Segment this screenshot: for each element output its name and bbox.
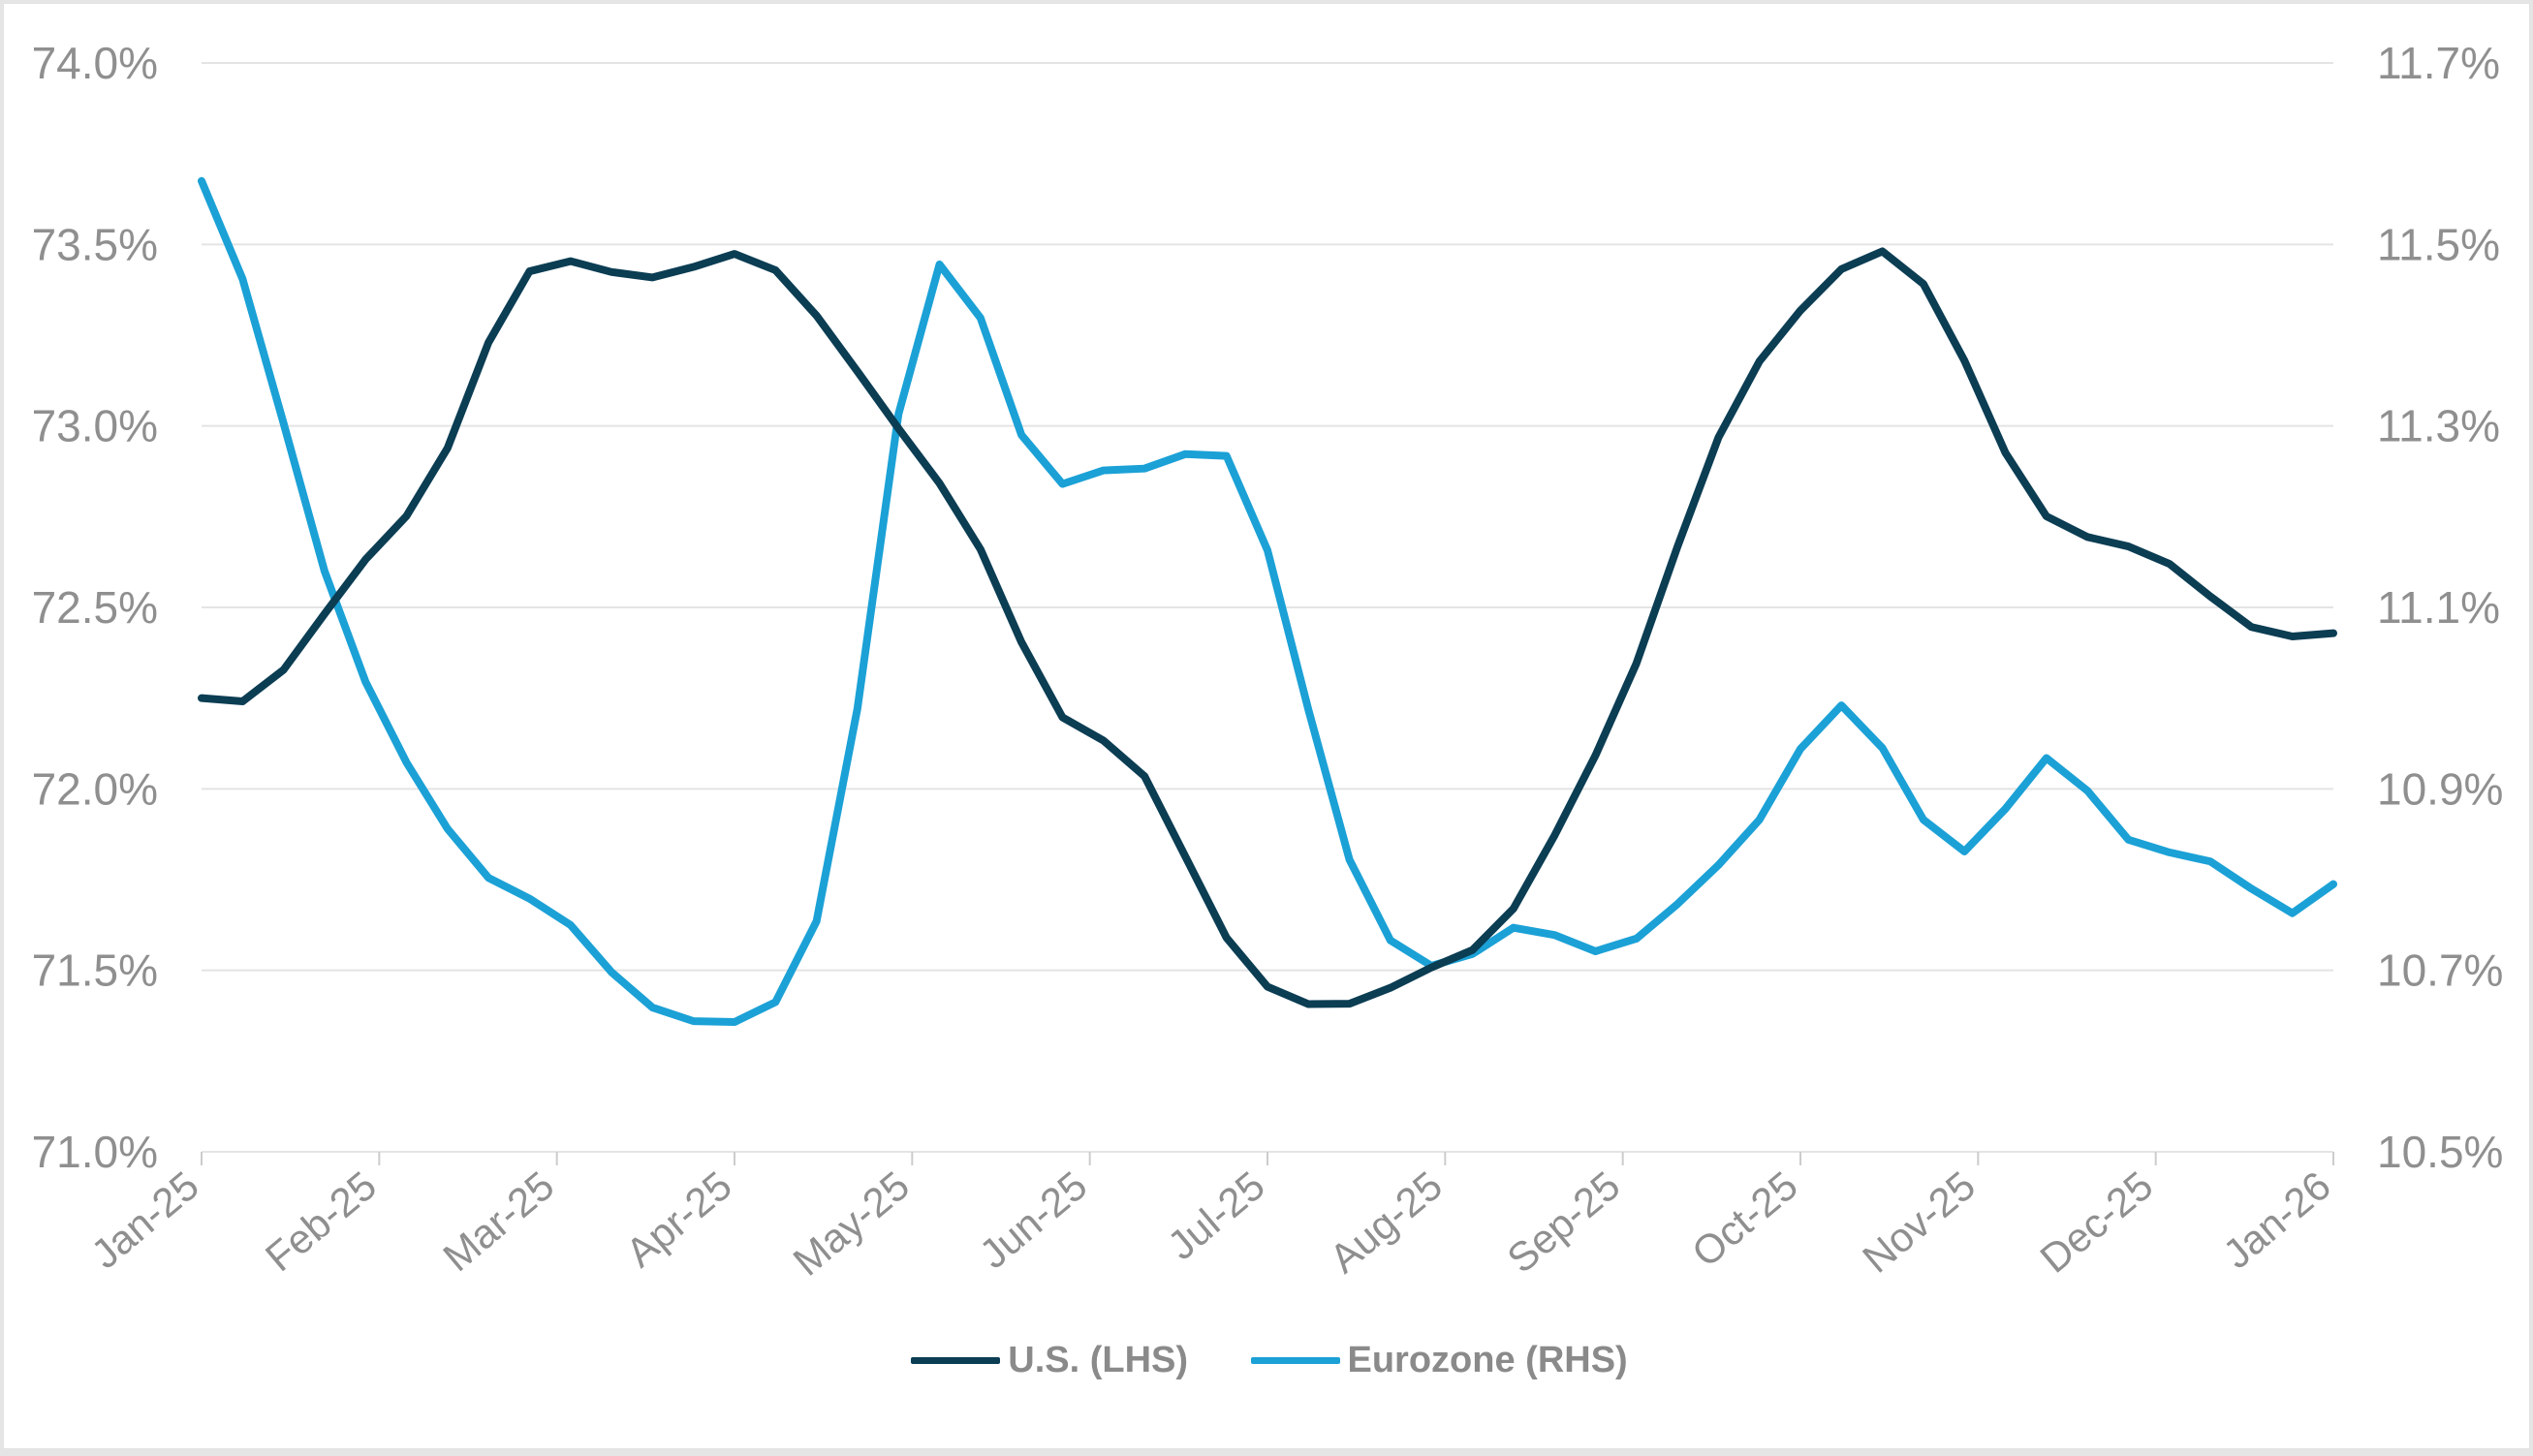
svg-text:10.9%: 10.9%: [2377, 763, 2503, 814]
svg-text:May-25: May-25: [785, 1162, 919, 1285]
svg-text:11.7%: 11.7%: [2377, 38, 2500, 88]
svg-text:72.5%: 72.5%: [32, 582, 158, 633]
svg-text:72.0%: 72.0%: [32, 763, 158, 814]
svg-text:10.5%: 10.5%: [2377, 1127, 2503, 1177]
svg-text:73.5%: 73.5%: [32, 219, 158, 269]
svg-text:11.1%: 11.1%: [2377, 582, 2500, 633]
svg-text:Dec-25: Dec-25: [2032, 1162, 2162, 1282]
svg-text:Jun-25: Jun-25: [971, 1162, 1096, 1278]
svg-text:Aug-25: Aug-25: [1321, 1162, 1451, 1282]
svg-text:11.3%: 11.3%: [2377, 401, 2500, 451]
svg-text:11.5%: 11.5%: [2377, 219, 2500, 269]
svg-text:Mar-25: Mar-25: [434, 1162, 562, 1281]
svg-text:Jul-25: Jul-25: [1159, 1162, 1273, 1269]
svg-text:Jan-26: Jan-26: [2214, 1162, 2339, 1278]
svg-text:Apr-25: Apr-25: [617, 1162, 740, 1276]
svg-text:74.0%: 74.0%: [32, 38, 158, 88]
svg-text:Sep-25: Sep-25: [1498, 1162, 1628, 1282]
svg-text:Nov-25: Nov-25: [1854, 1162, 1984, 1282]
svg-text:10.7%: 10.7%: [2377, 945, 2503, 996]
svg-text:Feb-25: Feb-25: [257, 1162, 385, 1281]
svg-text:73.0%: 73.0%: [32, 401, 158, 451]
svg-text:71.0%: 71.0%: [32, 1127, 158, 1177]
svg-text:Jan-25: Jan-25: [82, 1162, 207, 1278]
svg-text:Oct-25: Oct-25: [1683, 1162, 1806, 1276]
svg-text:71.5%: 71.5%: [32, 945, 158, 996]
